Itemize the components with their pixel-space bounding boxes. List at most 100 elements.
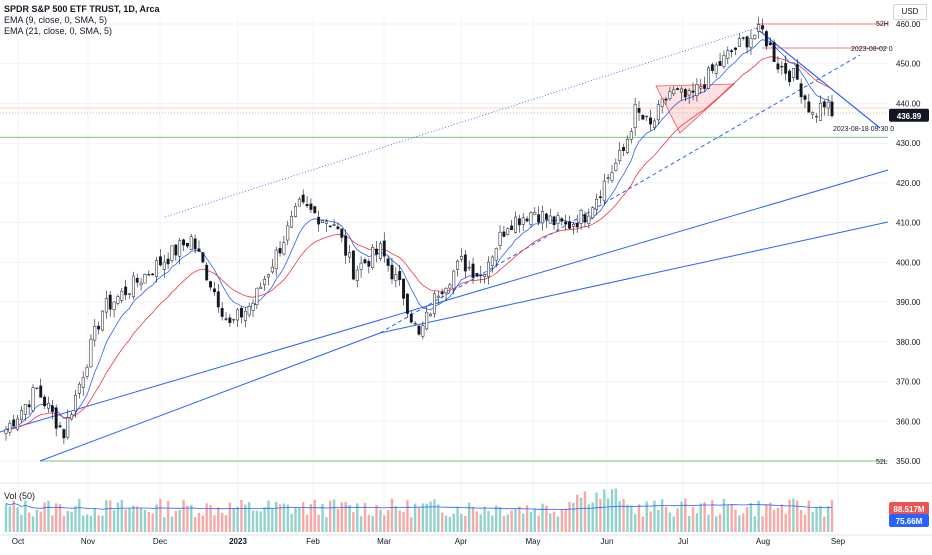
candle[interactable] (571, 221, 575, 235)
candle[interactable] (741, 36, 745, 41)
candle[interactable] (367, 258, 371, 274)
candle[interactable] (19, 405, 23, 423)
candle[interactable] (201, 251, 205, 264)
candle[interactable] (625, 135, 629, 155)
candle[interactable] (16, 414, 20, 432)
candle[interactable] (212, 281, 216, 296)
candle[interactable] (224, 311, 228, 321)
candle[interactable] (155, 256, 158, 283)
candle[interactable] (448, 282, 452, 293)
candle[interactable] (39, 378, 43, 398)
candle[interactable] (371, 243, 375, 270)
candle[interactable] (348, 244, 351, 263)
candle[interactable] (803, 94, 807, 108)
candle[interactable] (444, 287, 448, 301)
candle[interactable] (541, 205, 544, 231)
candle[interactable] (757, 16, 761, 39)
candle[interactable] (158, 248, 162, 267)
candle[interactable] (58, 422, 62, 428)
candle[interactable] (537, 206, 541, 226)
candle[interactable] (660, 98, 664, 114)
candle[interactable] (286, 220, 290, 246)
candle[interactable] (23, 403, 27, 421)
currency-button[interactable]: USD (893, 4, 927, 20)
candle[interactable] (664, 96, 668, 105)
candle[interactable] (174, 244, 178, 261)
candle[interactable] (568, 215, 571, 230)
candle[interactable] (81, 371, 85, 396)
candle[interactable] (359, 256, 363, 278)
candle[interactable] (382, 232, 386, 263)
legend-ema9[interactable]: EMA (9, close, 0, SMA, 5) (4, 15, 108, 25)
candle[interactable] (251, 299, 255, 317)
candle[interactable] (637, 101, 641, 121)
candle[interactable] (606, 173, 610, 184)
candle[interactable] (680, 86, 683, 101)
candle[interactable] (826, 96, 830, 117)
candle[interactable] (506, 227, 510, 236)
candle[interactable] (703, 76, 707, 92)
candle[interactable] (772, 39, 776, 62)
candle[interactable] (460, 248, 463, 263)
candle[interactable] (483, 274, 487, 284)
candle[interactable] (147, 270, 151, 276)
candle[interactable] (35, 387, 39, 390)
candle[interactable] (764, 29, 768, 50)
candle[interactable] (85, 364, 89, 380)
candle[interactable] (691, 82, 695, 101)
candle[interactable] (830, 94, 834, 119)
candle[interactable] (313, 205, 317, 215)
candle[interactable] (730, 48, 734, 58)
candle[interactable] (517, 214, 521, 233)
candle[interactable] (425, 306, 429, 331)
candle[interactable] (494, 247, 498, 268)
candle[interactable] (456, 259, 460, 277)
candle[interactable] (552, 215, 556, 230)
candle[interactable] (178, 237, 182, 265)
candle[interactable] (737, 33, 741, 47)
candle[interactable] (652, 118, 656, 131)
candle[interactable] (151, 273, 155, 276)
candle[interactable] (216, 283, 220, 313)
candle[interactable] (294, 202, 297, 218)
candle[interactable] (182, 238, 186, 251)
candle[interactable] (282, 235, 286, 256)
candle[interactable] (120, 287, 124, 304)
candle[interactable] (104, 290, 108, 319)
candle[interactable] (270, 258, 274, 274)
candle[interactable] (529, 211, 533, 228)
candle[interactable] (734, 47, 737, 56)
candle[interactable] (656, 99, 660, 125)
candle[interactable] (815, 113, 819, 123)
candle[interactable] (228, 313, 232, 327)
candle[interactable] (101, 310, 104, 332)
candle[interactable] (583, 211, 587, 228)
candle[interactable] (429, 312, 433, 317)
candle[interactable] (143, 273, 147, 284)
candle[interactable] (749, 29, 753, 55)
candle[interactable] (128, 293, 131, 299)
candle[interactable] (622, 143, 626, 157)
candle[interactable] (475, 273, 479, 277)
candle[interactable] (139, 277, 143, 291)
candle[interactable] (753, 34, 757, 40)
candle[interactable] (321, 220, 324, 223)
candle[interactable] (687, 88, 691, 104)
candle[interactable] (417, 324, 421, 336)
candle[interactable] (124, 279, 128, 301)
candle[interactable] (822, 99, 826, 116)
candle[interactable] (278, 240, 282, 257)
candle[interactable] (780, 61, 784, 75)
candle[interactable] (54, 404, 58, 437)
candle[interactable] (205, 262, 209, 281)
candle[interactable] (247, 302, 251, 318)
trendlines[interactable] (0, 23, 889, 462)
candle[interactable] (807, 93, 811, 113)
candle[interactable] (363, 257, 367, 265)
candle[interactable] (452, 269, 456, 295)
candle[interactable] (776, 56, 780, 74)
candle[interactable] (548, 208, 552, 224)
candle[interactable] (355, 265, 359, 288)
candle[interactable] (290, 210, 294, 228)
